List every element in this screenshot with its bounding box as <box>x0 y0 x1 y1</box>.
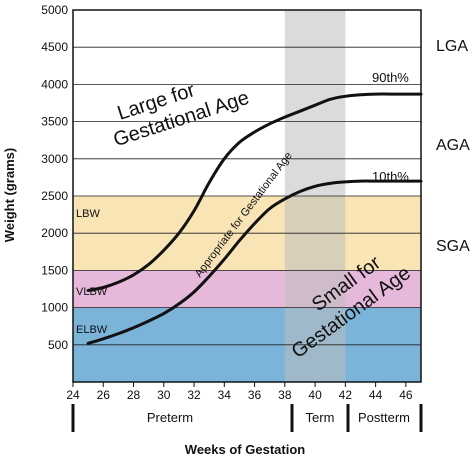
period-term-label: Term <box>306 410 335 425</box>
x-tick-label-32: 32 <box>187 388 201 402</box>
y-tick-label-2000: 2000 <box>41 226 68 240</box>
period-postterm-label: Postterm <box>358 410 410 425</box>
aga-side-label: AGA <box>436 137 470 154</box>
x-tick-label-36: 36 <box>248 388 262 402</box>
x-tick-label-46: 46 <box>399 388 413 402</box>
y-tick-label-3000: 3000 <box>41 152 68 166</box>
y-axis-title: Weight (grams) <box>2 148 17 242</box>
x-tick-label-34: 34 <box>218 388 232 402</box>
x-tick-label-26: 26 <box>97 388 111 402</box>
plot-frame <box>72 9 422 383</box>
y-tick-label-2500: 2500 <box>41 189 68 203</box>
x-tick-label-42: 42 <box>339 388 353 402</box>
lga-side-label: LGA <box>436 38 468 55</box>
lbw-label: LBW <box>76 208 100 220</box>
y-tick-label-3500: 3500 <box>41 115 68 129</box>
y-tick-label-4000: 4000 <box>41 77 68 91</box>
x-tick-label-30: 30 <box>157 388 171 402</box>
period-preterm-label: Preterm <box>147 410 193 425</box>
y-tick-label-1000: 1000 <box>41 301 68 315</box>
y-tick-label-500: 500 <box>48 338 68 352</box>
y-tick-label-4500: 4500 <box>41 40 68 54</box>
vlbw-label: VLBW <box>76 286 108 298</box>
series-label-90th: 90th% <box>372 70 409 85</box>
series-line-10th <box>86 179 423 345</box>
x-tick-label-28: 28 <box>127 388 141 402</box>
sga-side-label: SGA <box>436 238 470 255</box>
x-axis-title: Weeks of Gestation <box>185 442 305 457</box>
x-tick-label-38: 38 <box>278 388 292 402</box>
elbw-label: ELBW <box>76 324 108 336</box>
lga-region-label: Large for Gestational Age <box>103 64 252 151</box>
x-tick-label-40: 40 <box>308 388 322 402</box>
series-label-10th: 10th% <box>372 169 409 184</box>
x-tick-label-24: 24 <box>66 388 80 402</box>
x-tick-label-44: 44 <box>369 388 383 402</box>
y-tick-label-5000: 5000 <box>41 3 68 17</box>
y-tick-label-1500: 1500 <box>41 263 68 277</box>
series-line-90th <box>86 92 423 292</box>
